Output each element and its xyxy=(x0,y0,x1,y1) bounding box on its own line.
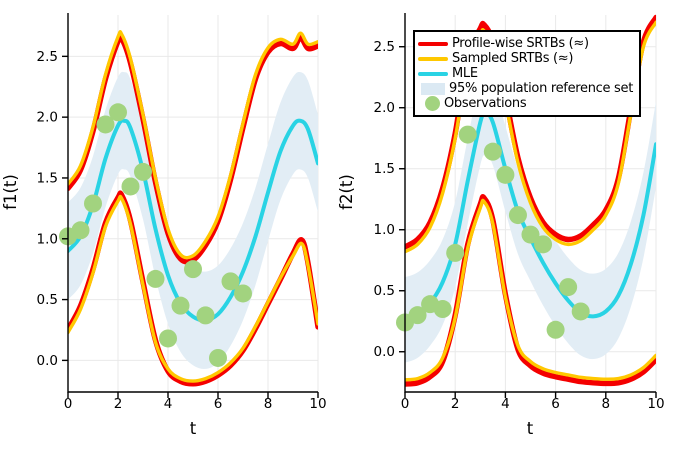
y-tick-label: 0.0 xyxy=(374,344,395,360)
sampled-srtb-upper xyxy=(405,20,656,254)
observation-point xyxy=(534,235,553,254)
legend-label: MLE xyxy=(452,66,478,81)
observation-point xyxy=(121,177,140,196)
observation-point xyxy=(546,320,565,339)
legend-item: Profile-wise SRTBs (≈) xyxy=(418,36,633,51)
y-tick-label: 0.0 xyxy=(37,353,58,369)
observation-point xyxy=(458,125,477,144)
legend-label: 95% population reference set xyxy=(449,81,634,96)
legend-swatch-marker xyxy=(425,96,440,111)
legend-item: Sampled SRTBs (≈) xyxy=(418,51,633,66)
x-tick-label: 2 xyxy=(451,396,460,412)
y-tick-label: 1.5 xyxy=(37,170,58,186)
legend-item: 95% population reference set xyxy=(418,81,633,96)
panel-f1: 0 2 4 6 8 10 0.0 0.5 1.0 1.5 2.0 2.5 xyxy=(37,13,327,412)
observation-point xyxy=(508,206,527,225)
legend-label: Sampled SRTBs (≈) xyxy=(452,51,574,66)
observation-point xyxy=(71,221,90,240)
x-tick-label: 10 xyxy=(309,396,326,412)
panel-f2: 0 2 4 6 8 10 0.0 0.5 1.0 1.5 2.0 2.5 xyxy=(374,13,665,412)
observation-point xyxy=(159,329,177,348)
mle-curve xyxy=(68,118,318,323)
x-axis-label-right: t xyxy=(527,419,534,438)
sampled-srtb-upper xyxy=(68,30,318,260)
legend-swatch-line xyxy=(418,41,448,46)
observation-point xyxy=(234,284,252,303)
observation-point xyxy=(521,225,540,244)
y-tick-label: 2.5 xyxy=(374,39,395,55)
legend-swatch-line xyxy=(418,56,448,61)
observation-point xyxy=(483,142,502,161)
legend-swatch-band xyxy=(421,82,445,95)
y-tick-label: 2.0 xyxy=(374,100,395,116)
y-axis-label-f2: f2(t) xyxy=(337,174,356,210)
legend-item: MLE xyxy=(418,66,633,81)
observation-point xyxy=(96,115,115,134)
observation-point xyxy=(171,296,190,315)
observation-point xyxy=(184,260,202,279)
observation-point xyxy=(496,165,515,184)
observation-point xyxy=(446,243,465,262)
observation-point xyxy=(84,194,102,213)
sampled-srtb-lower xyxy=(68,194,318,383)
x-tick-label: 4 xyxy=(164,396,173,412)
x-tick-label: 6 xyxy=(214,396,223,412)
population-reference-band xyxy=(68,71,318,369)
observation-point xyxy=(109,103,127,122)
y-tick-label: 0.5 xyxy=(374,283,395,299)
x-tick-label: 6 xyxy=(551,396,560,412)
legend-label: Profile-wise SRTBs (≈) xyxy=(452,36,589,51)
y-tick-label: 2.5 xyxy=(37,49,58,65)
legend-item: Observations xyxy=(418,96,633,111)
observation-point xyxy=(134,162,152,181)
observation-point xyxy=(146,269,165,288)
observations xyxy=(59,103,252,367)
mle-curve xyxy=(405,110,656,323)
x-tick-label: 0 xyxy=(401,396,410,412)
observation-point xyxy=(408,306,427,325)
observation-point xyxy=(559,278,578,297)
x-axis-label-left: t xyxy=(190,419,197,438)
y-tick-label: 1.5 xyxy=(374,161,395,177)
legend-label: Observations xyxy=(444,96,527,111)
x-tick-label: 8 xyxy=(602,396,611,412)
x-tick-label: 4 xyxy=(501,396,510,412)
y-axis-label-f1: f1(t) xyxy=(1,174,20,210)
x-tick-label: 0 xyxy=(64,396,73,412)
sampled-srtb-lower xyxy=(405,198,656,382)
legend: Profile-wise SRTBs (≈) Sampled SRTBs (≈) M… xyxy=(413,30,642,117)
x-tick-label: 8 xyxy=(264,396,273,412)
observation-point xyxy=(433,300,452,319)
y-tick-label: 2.0 xyxy=(37,110,58,126)
observation-point xyxy=(196,306,215,325)
plot-area xyxy=(68,30,318,387)
y-tick-label: 1.0 xyxy=(37,231,58,247)
observation-point xyxy=(571,302,590,321)
y-tick-label: 0.5 xyxy=(37,292,58,308)
x-tick-label: 2 xyxy=(114,396,123,412)
observation-point xyxy=(209,348,227,367)
observation-point xyxy=(221,272,240,291)
y-tick-label: 1.0 xyxy=(374,222,395,238)
x-tick-label: 10 xyxy=(647,396,664,412)
legend-swatch-line xyxy=(418,71,448,76)
